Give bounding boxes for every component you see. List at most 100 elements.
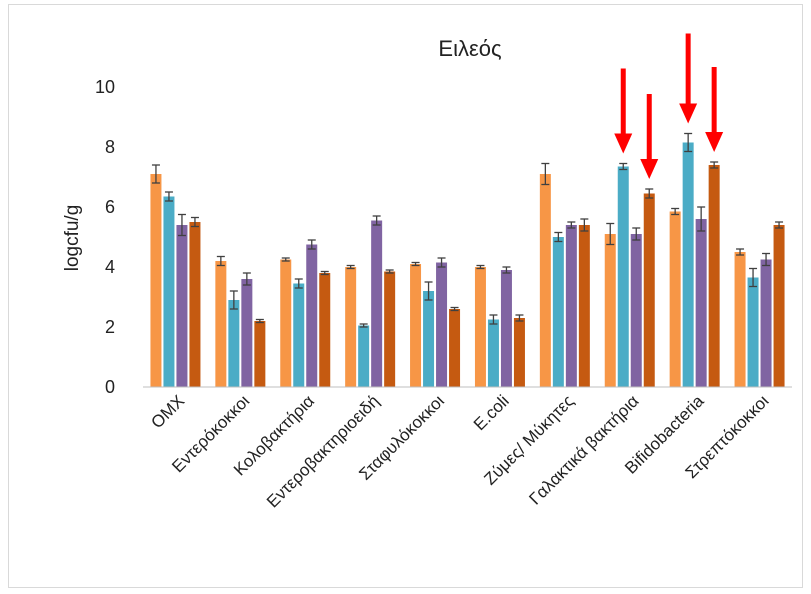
x-category-label: Εντεροβακτηριοειδή: [263, 391, 383, 511]
bar: [280, 259, 292, 387]
chart-title: Ειλεός: [438, 36, 501, 61]
error-bar: [762, 252, 771, 267]
bar-series: [150, 142, 785, 387]
bar: [552, 237, 564, 387]
y-tick-label: 6: [105, 197, 115, 217]
error-bar: [476, 264, 485, 270]
error-bar: [697, 206, 706, 232]
error-bar: [775, 221, 784, 229]
bar: [228, 300, 240, 387]
bar: [293, 283, 305, 387]
x-axis-categories: OMXΕντερόκοκκοιΚολοβακτήριαΕντεροβακτηρι…: [147, 391, 772, 511]
error-bar: [242, 272, 251, 286]
bar: [436, 262, 448, 387]
chart-frame: [8, 4, 803, 588]
y-tick-label: 2: [105, 317, 115, 337]
bar: [487, 319, 499, 387]
bar: [643, 193, 655, 387]
bar: [423, 291, 435, 387]
error-bar: [554, 231, 563, 243]
error-bar: [229, 290, 238, 310]
bar: [189, 222, 201, 387]
error-bars: [151, 132, 784, 328]
x-category-label: OMX: [147, 391, 188, 432]
error-bar: [411, 261, 420, 267]
error-bar: [424, 281, 433, 301]
error-bar: [151, 164, 160, 184]
bar: [306, 244, 318, 387]
bar: [474, 267, 486, 387]
bar: [215, 261, 227, 387]
error-bar: [736, 248, 745, 256]
y-tick-label: 4: [105, 257, 115, 277]
error-bar: [385, 269, 394, 274]
bar: [682, 142, 694, 387]
error-bar: [255, 318, 264, 324]
bar: [449, 309, 461, 387]
y-axis-label: logcfu/g: [62, 205, 83, 272]
bar: [241, 279, 253, 387]
error-bar: [684, 132, 693, 153]
error-bar: [346, 264, 355, 270]
bar: [669, 211, 681, 387]
error-bar: [749, 267, 758, 288]
y-axis-ticks: 0 2 4 6 8 10: [95, 77, 115, 397]
bar: [384, 271, 396, 387]
bar: [319, 273, 331, 387]
error-bar: [372, 215, 381, 226]
error-bar: [294, 278, 303, 289]
error-bar: [281, 257, 290, 262]
error-bar: [216, 255, 225, 267]
error-bar: [489, 314, 498, 325]
error-bar: [190, 216, 199, 228]
error-bar: [619, 162, 628, 171]
y-tick-label: 8: [105, 137, 115, 157]
bar: [410, 264, 422, 387]
bar: [695, 219, 707, 387]
error-bar: [541, 162, 550, 186]
error-bar: [606, 222, 615, 246]
y-tick-label: 0: [105, 377, 115, 397]
error-bar: [437, 257, 446, 268]
error-bar: [359, 323, 368, 328]
bar: [630, 234, 642, 387]
bar: [604, 234, 616, 387]
error-bar: [307, 239, 316, 250]
bar: [617, 166, 629, 387]
bar: [539, 174, 551, 387]
red-arrow: [679, 33, 698, 124]
bar: [150, 174, 162, 387]
error-bar: [502, 266, 511, 274]
bar: [513, 318, 525, 387]
x-category-label: E.coli: [470, 391, 513, 434]
annotation-arrows: [614, 33, 724, 179]
bar: [760, 259, 772, 387]
error-bar: [580, 218, 589, 232]
bar: [734, 252, 746, 387]
error-bar: [567, 221, 576, 229]
red-arrow: [614, 68, 633, 154]
error-bar: [450, 306, 459, 312]
bar: [358, 325, 370, 387]
bar: [708, 165, 720, 387]
bar: [254, 321, 266, 387]
error-bar: [320, 270, 329, 276]
bar: [371, 220, 383, 387]
error-bar: [632, 227, 641, 241]
bar: [747, 277, 759, 387]
bar: [163, 196, 175, 387]
y-tick-label: 10: [95, 77, 115, 97]
red-arrow: [705, 67, 724, 152]
error-bar: [645, 188, 654, 199]
bar: [773, 225, 785, 387]
error-bar: [164, 191, 173, 202]
bar: [500, 270, 512, 387]
error-bar: [710, 161, 719, 169]
error-bar: [177, 213, 186, 237]
bar: [176, 225, 188, 387]
red-arrow: [640, 94, 659, 179]
bar: [578, 225, 590, 387]
error-bar: [515, 314, 524, 322]
bar: [345, 267, 357, 387]
